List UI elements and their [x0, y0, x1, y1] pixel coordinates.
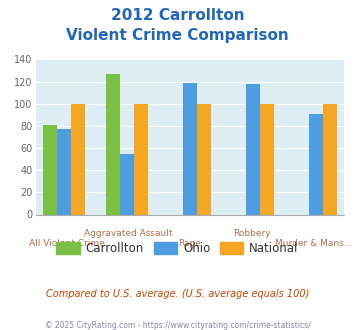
Bar: [197, 104, 211, 214]
Text: 2012 Carrollton: 2012 Carrollton: [111, 8, 244, 23]
Bar: [183, 83, 197, 214]
Text: Aggravated Assault: Aggravated Assault: [84, 229, 173, 238]
Bar: [246, 84, 260, 214]
Text: Murder & Mans...: Murder & Mans...: [275, 239, 352, 248]
Bar: [134, 104, 148, 214]
Text: All Violent Crime: All Violent Crime: [28, 239, 104, 248]
Bar: [323, 104, 337, 214]
Bar: [120, 153, 134, 214]
Bar: [309, 114, 323, 214]
Bar: [71, 104, 84, 214]
Bar: [106, 74, 120, 214]
Text: Rape: Rape: [179, 239, 201, 248]
Legend: Carrollton, Ohio, National: Carrollton, Ohio, National: [51, 237, 304, 260]
Bar: [43, 125, 57, 214]
Text: Compared to U.S. average. (U.S. average equals 100): Compared to U.S. average. (U.S. average …: [46, 289, 309, 299]
Bar: [57, 129, 71, 214]
Bar: [260, 104, 274, 214]
Text: Violent Crime Comparison: Violent Crime Comparison: [66, 28, 289, 43]
Text: © 2025 CityRating.com - https://www.cityrating.com/crime-statistics/: © 2025 CityRating.com - https://www.city…: [45, 321, 310, 330]
Text: Robbery: Robbery: [233, 229, 271, 238]
